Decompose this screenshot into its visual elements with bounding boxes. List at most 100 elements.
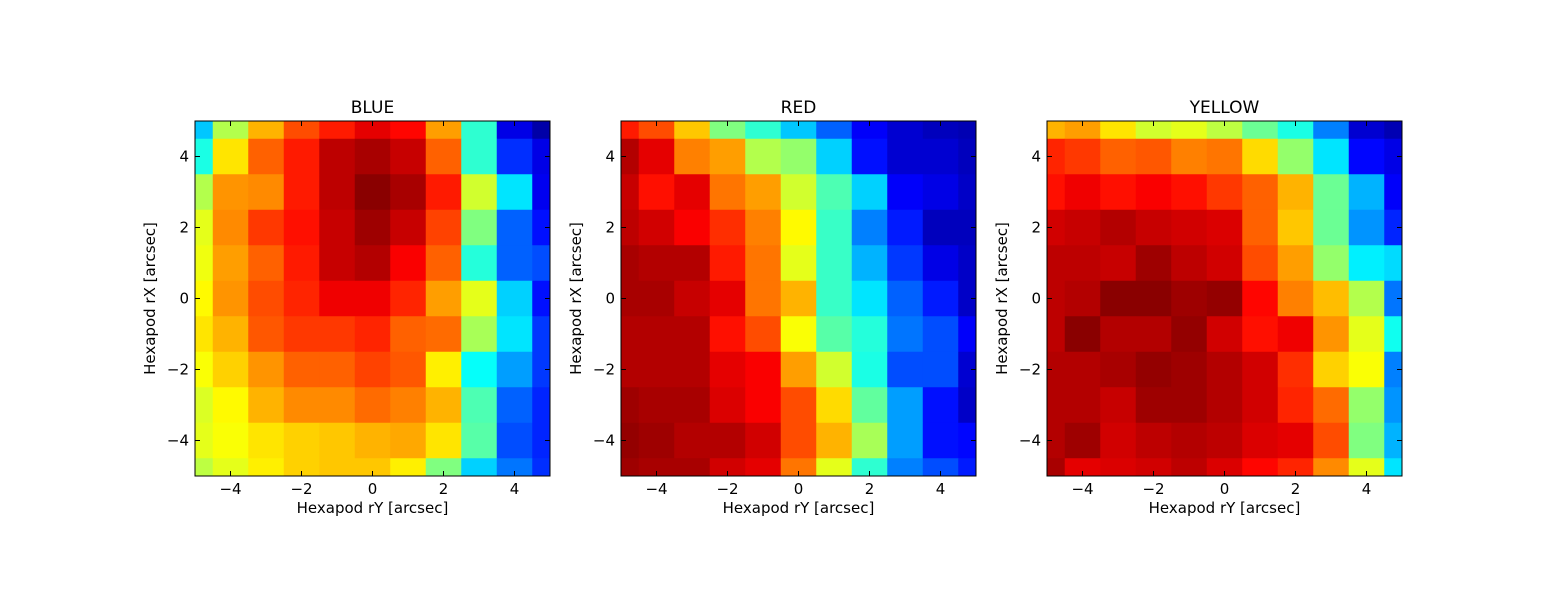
heatmap-cell xyxy=(780,209,817,246)
heatmap-cell xyxy=(496,174,533,211)
heatmap-cell xyxy=(1047,458,1066,477)
heatmap-cell xyxy=(1277,209,1314,246)
heatmap-cell xyxy=(1100,458,1137,477)
heatmap-cell xyxy=(248,280,285,317)
heatmap-cell xyxy=(212,121,249,140)
heatmap-cell xyxy=(425,351,462,388)
heatmap-cell xyxy=(638,422,675,459)
heatmap-cell xyxy=(1313,387,1350,424)
x-tick-label: −4 xyxy=(1071,480,1093,498)
heatmap-cell xyxy=(1064,174,1101,211)
heatmap-cell xyxy=(354,316,391,353)
heatmap-cell xyxy=(1206,458,1243,477)
heatmap-cell xyxy=(851,458,888,477)
heatmap-cell xyxy=(1135,351,1172,388)
heatmap-cell xyxy=(709,174,746,211)
heatmap-cell xyxy=(1047,138,1066,175)
heatmap-cell xyxy=(851,209,888,246)
heatmap-cell xyxy=(248,387,285,424)
heatmap-cell xyxy=(887,209,924,246)
heatmap-cell xyxy=(425,138,462,175)
heatmap-cell xyxy=(425,422,462,459)
heatmap-cell xyxy=(1348,280,1385,317)
heatmap-cell xyxy=(1277,351,1314,388)
heatmap-cell xyxy=(958,245,977,282)
heatmap-cell xyxy=(816,351,853,388)
heatmap-cell xyxy=(283,387,320,424)
heatmap-cell xyxy=(532,121,551,140)
heatmap-cell xyxy=(1100,280,1137,317)
heatmap-cell xyxy=(1242,422,1279,459)
heatmap-cell xyxy=(319,174,356,211)
heatmap-cell xyxy=(958,316,977,353)
heatmap-cell xyxy=(780,422,817,459)
heatmap-cell xyxy=(1064,422,1101,459)
heatmap-cell xyxy=(354,174,391,211)
x-axis-label: Hexapod rY [arcsec] xyxy=(1149,499,1301,517)
heatmap-cell xyxy=(638,209,675,246)
heatmap-cell xyxy=(1384,458,1403,477)
heatmap-cell xyxy=(496,138,533,175)
heatmap-cell xyxy=(1047,245,1066,282)
heatmap-cell xyxy=(496,209,533,246)
heatmap-cell xyxy=(1171,387,1208,424)
ticks: −4 −2 0 2 4 −4 −2 0 2 4 xyxy=(167,121,550,498)
heatmap-cell xyxy=(816,422,853,459)
heatmap-cell xyxy=(390,245,427,282)
heatmap-cell xyxy=(212,138,249,175)
heatmap-cell xyxy=(1206,138,1243,175)
heatmap-cell xyxy=(1242,209,1279,246)
heatmap-cell xyxy=(851,351,888,388)
heatmap-cell xyxy=(1277,316,1314,353)
heatmap-cell xyxy=(1384,422,1403,459)
heatmap-cell xyxy=(1277,387,1314,424)
heatmap-cell xyxy=(461,351,498,388)
y-axis-label: Hexapod rX [arcsec] xyxy=(567,222,585,375)
x-tick-label: −4 xyxy=(219,480,241,498)
heatmap-cell xyxy=(887,245,924,282)
heatmap-cell xyxy=(922,422,959,459)
plot-frame xyxy=(1046,120,1403,477)
x-tick-label: 2 xyxy=(439,480,449,498)
heatmap-cell xyxy=(1348,209,1385,246)
heatmap-cell xyxy=(532,174,551,211)
heatmap-cell xyxy=(1348,387,1385,424)
heatmap-cell xyxy=(1348,351,1385,388)
heatmap-cell xyxy=(1242,458,1279,477)
heatmap-cell xyxy=(354,387,391,424)
heatmap-cell xyxy=(1100,174,1137,211)
heatmap-cell xyxy=(745,316,782,353)
heatmap-cell xyxy=(1171,245,1208,282)
heatmap-cell xyxy=(1100,245,1137,282)
x-tick-label: −2 xyxy=(1142,480,1164,498)
heatmap-cell xyxy=(958,121,977,140)
heatmap-cell xyxy=(922,458,959,477)
heatmap-cell xyxy=(461,138,498,175)
ticks: −4 −2 0 2 4 −4 −2 0 2 4 xyxy=(593,121,976,498)
heatmap-cell xyxy=(816,121,853,140)
heatmap-cell xyxy=(354,351,391,388)
heatmap-cell xyxy=(887,280,924,317)
heatmap-cell xyxy=(1242,351,1279,388)
heatmap-cell xyxy=(621,121,640,140)
heatmap-cell xyxy=(1100,138,1137,175)
heatmap-cell xyxy=(1206,209,1243,246)
heatmap-cell xyxy=(816,387,853,424)
heatmap-cell xyxy=(922,245,959,282)
heatmap-cell xyxy=(390,351,427,388)
heatmap-cell xyxy=(674,458,711,477)
heatmap-cell xyxy=(1277,138,1314,175)
heatmap-cell xyxy=(1277,422,1314,459)
heatmap-cell xyxy=(390,458,427,477)
heatmap-cells xyxy=(1047,121,1403,477)
heatmap-cell xyxy=(319,458,356,477)
heatmap-cell xyxy=(283,174,320,211)
y-tick-label: 2 xyxy=(1031,219,1041,237)
heatmap-cell xyxy=(1100,316,1137,353)
heatmap-cell xyxy=(354,245,391,282)
subplot-red: −4 −2 0 2 4 −4 −2 0 2 4 RED Hexapod rY [arcsec] H… xyxy=(567,98,977,517)
y-tick-label: −2 xyxy=(1019,361,1041,379)
heatmap-cell xyxy=(248,138,285,175)
heatmap-cell xyxy=(1047,209,1066,246)
heatmap-cell xyxy=(1206,174,1243,211)
